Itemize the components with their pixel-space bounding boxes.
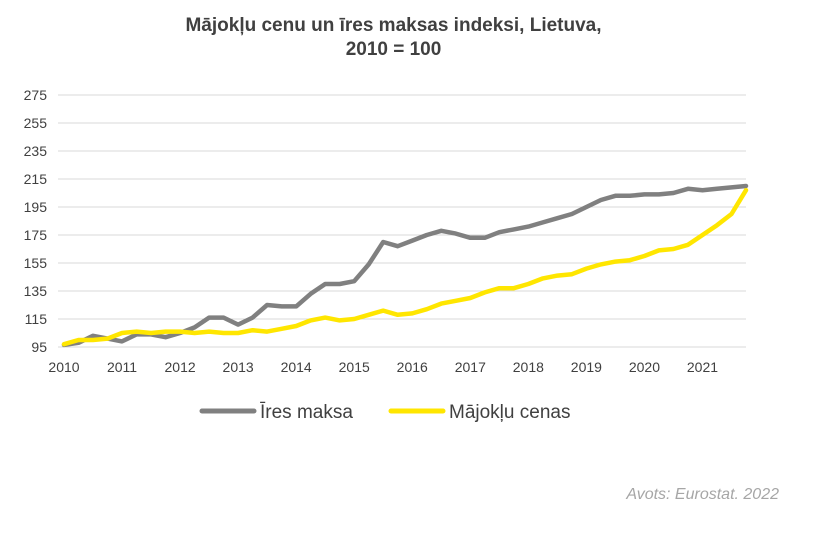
- y-tick-label-235: 235: [24, 143, 48, 159]
- y-tick-label-255: 255: [24, 115, 48, 131]
- x-tick-label-2010: 2010: [48, 359, 79, 375]
- legend-label-1: Mājokļu cenas: [449, 402, 570, 423]
- legend-label-0: Īres maksa: [260, 402, 353, 423]
- chart-title-line-1: Mājokļu cenu un īres maksas indeksi, Lie…: [185, 15, 602, 36]
- series-lines: [61, 183, 749, 348]
- y-tick-label-95: 95: [31, 339, 47, 355]
- y-tick-label-195: 195: [24, 199, 48, 215]
- series-line-0: [61, 183, 749, 348]
- x-tick-label-2014: 2014: [281, 359, 312, 375]
- y-tick-label-215: 215: [24, 171, 48, 187]
- chart-title: Mājokļu cenu un īres maksas indeksi, Lie…: [0, 14, 787, 62]
- chart-title-line-2: 2010 = 100: [345, 39, 442, 60]
- y-tick-label-115: 115: [25, 311, 48, 327]
- series-line-1: [61, 187, 749, 347]
- x-tick-label-2020: 2020: [629, 359, 660, 375]
- y-tick-label-175: 175: [24, 227, 48, 243]
- x-axis-tick-labels: 2010 2011 2012 2013 2014 2015 2016 2017 2018 2019…: [48, 359, 718, 375]
- x-tick-label-2016: 2016: [397, 359, 428, 375]
- source-note: Avots: Eurostat. 2022: [626, 486, 779, 503]
- y-tick-label-135: 135: [24, 283, 48, 299]
- x-tick-label-2011: 2011: [107, 359, 137, 375]
- x-tick-label-2019: 2019: [571, 359, 602, 375]
- x-tick-label-2015: 2015: [339, 359, 370, 375]
- y-axis-tick-labels: 95 115 135 155 175 195 215 235 255 275: [24, 87, 48, 355]
- x-tick-label-2021: 2021: [687, 359, 718, 375]
- legend: Īres maksa Mājokļu cenas: [199, 402, 570, 423]
- x-tick-label-2012: 2012: [165, 359, 196, 375]
- x-tick-label-2013: 2013: [223, 359, 254, 375]
- x-tick-label-2018: 2018: [513, 359, 544, 375]
- y-tick-label-275: 275: [24, 87, 48, 103]
- gridlines: [58, 94, 746, 348]
- x-tick-label-2017: 2017: [455, 359, 486, 375]
- y-tick-label-155: 155: [24, 255, 48, 271]
